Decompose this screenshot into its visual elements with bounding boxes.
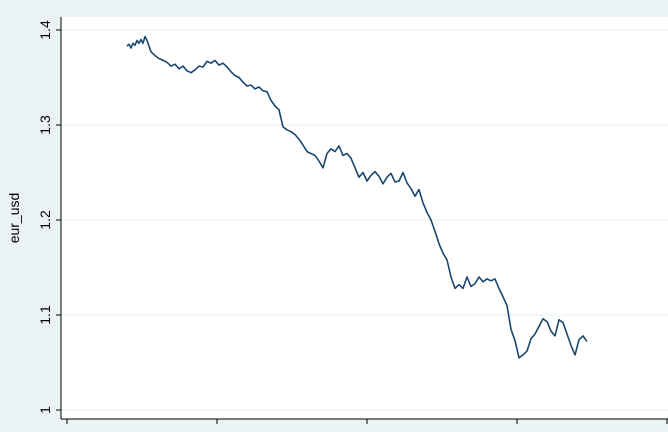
y-axis-ticks: 1 1.1 1.2 1.3 1.4 (37, 20, 61, 414)
y-tick-label: 1.4 (37, 20, 53, 40)
y-tick-label: 1 (37, 406, 53, 414)
eur-usd-series-line (126, 35, 588, 359)
x-axis-ticks (66, 419, 668, 424)
y-tick-label: 1.2 (37, 210, 53, 230)
y-tick-label: 1.1 (37, 305, 53, 325)
gridlines (61, 29, 668, 411)
y-axis-label: eur_usd (6, 193, 22, 244)
plot-region (61, 17, 668, 419)
y-tick-label: 1.3 (37, 115, 53, 135)
